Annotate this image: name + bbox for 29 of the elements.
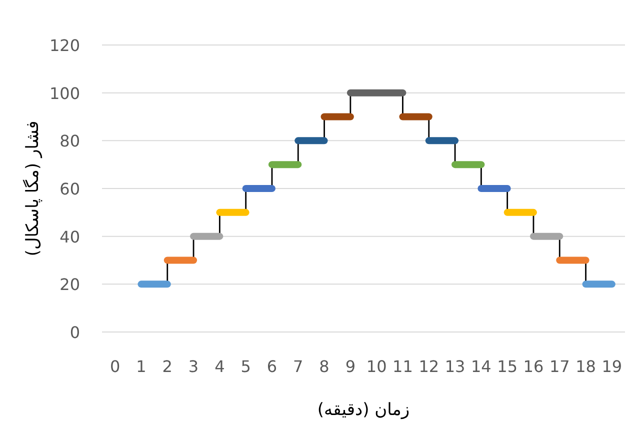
x-tick-label: 9 bbox=[345, 357, 356, 376]
x-tick-label: 4 bbox=[214, 357, 225, 376]
x-tick-label: 15 bbox=[497, 357, 518, 376]
x-tick-label: 7 bbox=[293, 357, 304, 376]
y-tick-label: 0 bbox=[70, 323, 80, 342]
x-tick-label: 18 bbox=[576, 357, 596, 376]
x-tick-label: 19 bbox=[602, 357, 622, 376]
x-tick-label: 13 bbox=[444, 357, 466, 376]
y-tick-label: 80 bbox=[60, 132, 80, 151]
x-tick-label: 14 bbox=[470, 357, 492, 376]
x-tick-label: 17 bbox=[549, 357, 570, 376]
y-tick-label: 120 bbox=[49, 36, 80, 55]
x-tick-label: 1 bbox=[136, 357, 146, 376]
y-tick-label: 60 bbox=[60, 180, 80, 198]
y-axis-title: فشار (مگا پاسکال) bbox=[22, 120, 43, 256]
x-tick-label: 12 bbox=[418, 357, 440, 376]
x-tick-label: 0 bbox=[110, 357, 120, 376]
y-tick-label: 40 bbox=[60, 227, 80, 246]
x-tick-label: 8 bbox=[319, 357, 330, 376]
x-axis-title: زمان (دقیقه) bbox=[317, 400, 410, 420]
y-tick-label: 20 bbox=[60, 275, 80, 294]
x-tick-label: 11 bbox=[392, 357, 413, 376]
x-tick-label: 3 bbox=[188, 357, 199, 376]
x-tick-label: 2 bbox=[162, 357, 172, 376]
x-tick-label: 10 bbox=[366, 357, 387, 376]
x-tick-label: 16 bbox=[523, 357, 544, 376]
y-tick-label: 100 bbox=[49, 84, 80, 103]
x-tick-label: 5 bbox=[240, 357, 251, 376]
x-tick-label: 6 bbox=[266, 357, 278, 376]
